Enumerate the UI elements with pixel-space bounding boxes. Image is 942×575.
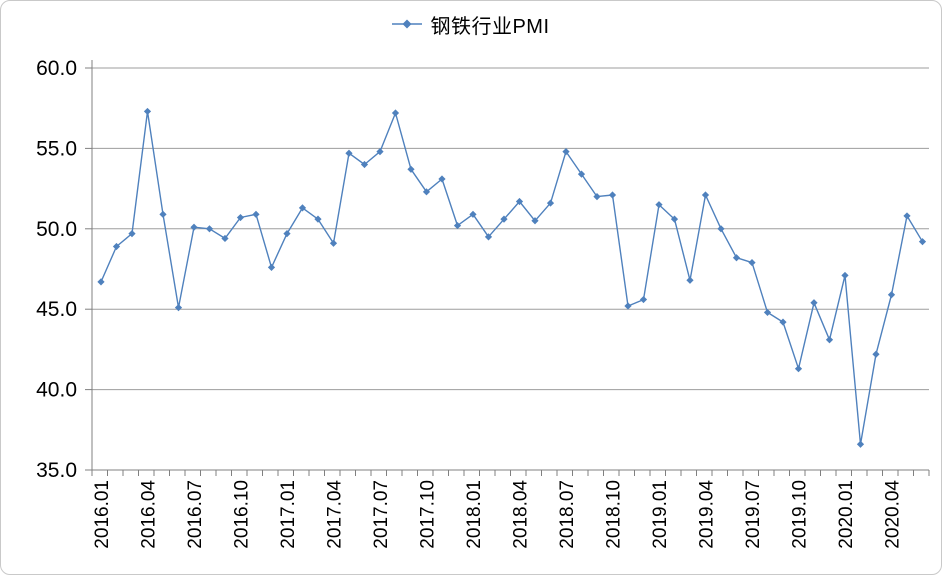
y-tick-label: 60.0 [36,57,77,80]
data-point-marker [639,295,648,304]
axis-ticks [85,67,92,471]
data-point-marker [810,299,818,307]
y-tick-label: 45.0 [36,298,77,321]
x-tick-label: 2016.04 [138,480,159,549]
x-tick-label: 2016.01 [92,480,113,549]
data-point-marker [283,230,291,238]
x-tick-label: 2016.07 [185,480,206,549]
data-point-marker [422,188,431,196]
data-point-marker [407,165,415,173]
data-point-marker [748,258,756,267]
x-tick-label: 2017.07 [371,480,392,549]
data-point-marker [314,215,322,223]
x-tick-label: 2019.07 [743,480,764,549]
data-point-marker [159,210,167,218]
x-axis-ticks [91,470,930,476]
data-point-marker [856,440,865,448]
data-point-marker [670,215,679,223]
x-tick-label: 2017.10 [417,480,438,549]
data-point-marker [515,197,524,206]
data-point-marker [376,148,384,156]
x-tick-label: 2018.01 [464,480,485,549]
x-tick-label: 2018.07 [557,480,578,549]
data-point-marker [438,175,446,183]
x-tick-label: 2019.10 [789,480,810,549]
data-point-marker [236,213,245,222]
data-point-marker [205,225,214,233]
x-tick-label: 2018.10 [603,480,624,549]
x-tick-label: 2020.04 [882,480,903,549]
x-tick-label: 2016.10 [231,480,252,549]
data-point-marker [360,160,369,169]
y-axis-labels: 35.0 40.0 45.0 50.0 55.0 60.0 [36,57,77,482]
y-tick-label: 50.0 [36,218,77,241]
x-axis-labels: 2016.01 2016.04 2016.07 2016.10 2017.01 2017.… [92,480,903,549]
data-point-marker [825,336,834,344]
y-tick-label: 35.0 [36,459,77,482]
data-point-marker [500,215,508,223]
data-point-marker [484,233,493,241]
data-point-marker [779,318,787,326]
data-point-marker [562,148,570,156]
x-tick-label: 2018.04 [510,480,531,549]
data-point-marker [97,278,105,286]
data-point-marker [887,291,896,299]
data-point-marker [546,199,555,207]
data-point-marker [190,223,198,231]
data-point-marker [267,263,276,271]
data-point-marker [686,276,694,284]
data-point-marker [128,230,136,238]
data-point-marker [717,225,725,233]
data-point-marker [701,191,710,199]
data-point-marker [221,234,229,243]
data-point-marker [732,254,741,262]
y-tick-label: 40.0 [36,379,77,402]
data-point-marker [252,210,260,218]
data-point-marker [391,109,400,117]
data-point-marker [593,193,601,201]
gridlines [92,67,929,391]
data-point-marker [453,221,462,230]
data-point-marker [329,239,338,247]
y-tick-label: 55.0 [36,137,77,160]
series-markers [97,107,927,448]
data-point-marker [143,107,152,116]
data-point-marker [608,191,617,199]
x-tick-label: 2017.04 [324,480,345,549]
data-point-marker [655,201,663,209]
x-tick-label: 2020.01 [836,480,857,549]
data-point-marker [345,149,353,157]
data-point-marker [763,308,772,317]
data-point-marker [577,170,586,178]
data-point-marker [112,242,121,251]
x-tick-label: 2019.04 [696,480,717,549]
data-point-marker [903,212,911,220]
data-point-marker [841,271,849,280]
data-point-marker [298,204,307,212]
data-point-marker [872,350,880,358]
data-point-marker [469,210,477,218]
data-point-marker [531,217,539,225]
data-point-marker [624,302,632,310]
x-tick-label: 2017.01 [278,480,299,549]
data-point-marker [174,303,183,312]
data-point-marker [918,238,927,246]
data-point-marker [794,365,803,373]
x-tick-label: 2019.01 [650,480,671,549]
series-line [100,110,924,445]
